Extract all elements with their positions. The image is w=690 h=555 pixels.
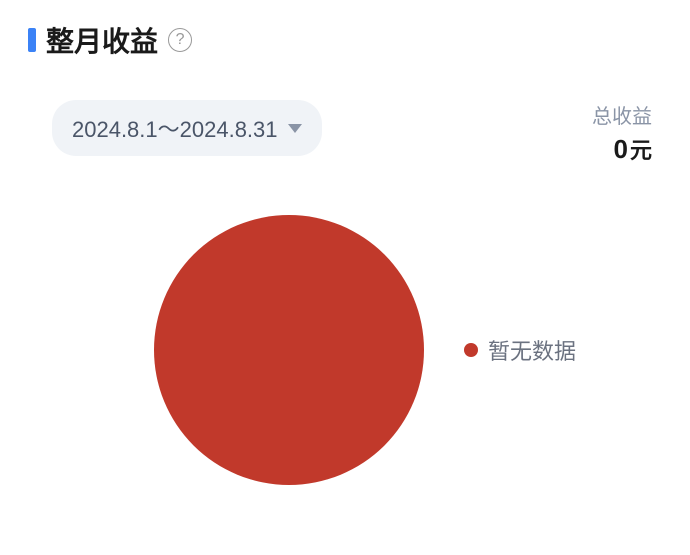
card-header: 整月收益 ?: [28, 20, 662, 60]
date-range-selector[interactable]: 2024.8.1～2024.8.31: [52, 100, 322, 156]
card-title: 整月收益 ?: [46, 20, 192, 60]
legend-dot-icon: [464, 343, 478, 357]
help-icon[interactable]: ?: [168, 28, 192, 52]
summary-unit: 元: [630, 138, 652, 163]
revenue-card: 整月收益 ? 2024.8.1～2024.8.31 总收益 0元 暂无数据: [0, 0, 690, 555]
total-summary: 总收益 0元: [592, 100, 652, 165]
summary-label: 总收益: [592, 100, 652, 129]
legend: 暂无数据: [464, 334, 576, 366]
title-text: 整月收益: [46, 20, 158, 60]
date-range-label: 2024.8.1～2024.8.31: [72, 112, 278, 144]
chevron-down-icon: [288, 124, 302, 133]
summary-value: 0: [614, 134, 628, 164]
pie-chart: [154, 215, 424, 485]
chart-area: 暂无数据: [28, 215, 662, 485]
legend-label: 暂无数据: [488, 334, 576, 366]
header-marker: [28, 28, 36, 52]
controls-row: 2024.8.1～2024.8.31 总收益 0元: [28, 100, 662, 165]
summary-value-wrap: 0元: [592, 133, 652, 165]
